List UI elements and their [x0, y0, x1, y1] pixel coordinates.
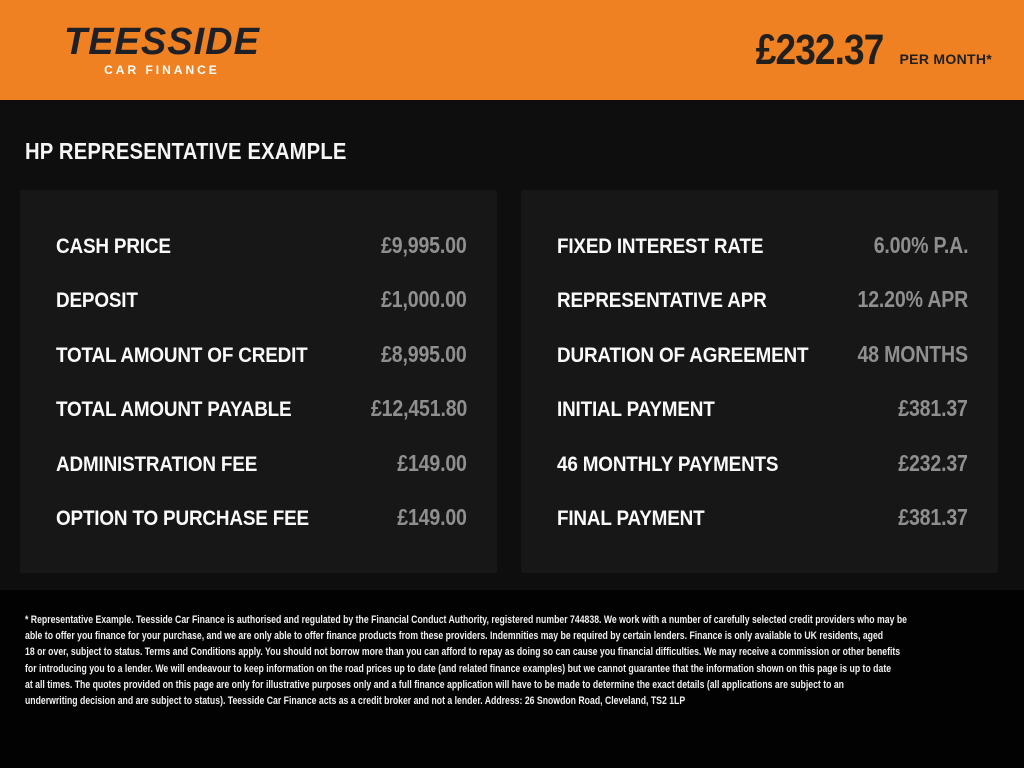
finance-row-label: REPRESENTATIVE APR — [557, 289, 767, 313]
brand-logo[interactable]: TEESSIDE CAR FINANCE — [64, 23, 260, 76]
finance-row-label: FIXED INTEREST RATE — [557, 234, 764, 258]
finance-row-apr: REPRESENTATIVE APR 12.20% APR — [557, 286, 968, 313]
finance-row-initial-payment: INITIAL PAYMENT £381.37 — [557, 395, 968, 422]
finance-row-label: TOTAL AMOUNT PAYABLE — [56, 398, 292, 422]
finance-row-value: £232.37 — [898, 449, 969, 476]
finance-panel-left: CASH PRICE £9,995.00 DEPOSIT £1,000.00 T… — [20, 190, 497, 573]
finance-row-label: ADMINISTRATION FEE — [56, 452, 258, 476]
finance-row-value: £12,451.80 — [370, 395, 467, 422]
finance-row-value: £149.00 — [397, 504, 468, 531]
brand-logo-name: TEESSIDE — [64, 20, 260, 63]
finance-row-deposit: DEPOSIT £1,000.00 — [56, 286, 467, 313]
finance-panels: CASH PRICE £9,995.00 DEPOSIT £1,000.00 T… — [0, 190, 1024, 573]
finance-row-label: 46 MONTHLY PAYMENTS — [557, 452, 779, 476]
finance-row-value: 12.20% APR — [857, 286, 968, 313]
finance-row-cash-price: CASH PRICE £9,995.00 — [56, 232, 467, 259]
finance-row-value: £381.37 — [898, 504, 969, 531]
page-title: HP REPRESENTATIVE EXAMPLE — [25, 138, 347, 164]
header-banner: TEESSIDE CAR FINANCE £232.37 PER MONTH* — [0, 0, 1024, 100]
monthly-price-period: PER MONTH* — [899, 50, 992, 67]
finance-row-value: £1,000.00 — [381, 286, 468, 313]
monthly-price-amount: £232.37 — [755, 25, 885, 74]
finance-row-value: £9,995.00 — [381, 231, 468, 258]
finance-panel-right: FIXED INTEREST RATE 6.00% P.A. REPRESENT… — [521, 190, 998, 573]
finance-row-label: FINAL PAYMENT — [557, 507, 705, 531]
finance-row-total-credit: TOTAL AMOUNT OF CREDIT £8,995.00 — [56, 341, 467, 368]
finance-row-option-fee: OPTION TO PURCHASE FEE £149.00 — [56, 504, 467, 531]
finance-row-label: DEPOSIT — [56, 289, 138, 313]
finance-row-value: 48 MONTHS — [857, 340, 969, 367]
finance-row-label: OPTION TO PURCHASE FEE — [56, 507, 309, 531]
finance-row-value: £149.00 — [397, 449, 468, 476]
finance-row-value: £381.37 — [898, 395, 969, 422]
finance-row-total-payable: TOTAL AMOUNT PAYABLE £12,451.80 — [56, 395, 467, 422]
footer-disclaimer: * Representative Example. Teesside Car F… — [0, 590, 1024, 768]
disclaimer-text: * Representative Example. Teesside Car F… — [25, 614, 907, 708]
finance-row-value: £8,995.00 — [381, 340, 468, 367]
main-content: HP REPRESENTATIVE EXAMPLE CASH PRICE £9,… — [0, 100, 1024, 590]
finance-row-admin-fee: ADMINISTRATION FEE £149.00 — [56, 450, 467, 477]
finance-row-label: CASH PRICE — [56, 234, 171, 258]
finance-row-duration: DURATION OF AGREEMENT 48 MONTHS — [557, 341, 968, 368]
finance-row-label: DURATION OF AGREEMENT — [557, 343, 809, 367]
finance-row-label: TOTAL AMOUNT OF CREDIT — [56, 343, 308, 367]
monthly-price: £232.37 PER MONTH* — [735, 26, 992, 75]
finance-row-label: INITIAL PAYMENT — [557, 398, 715, 422]
finance-row-monthly-payments: 46 MONTHLY PAYMENTS £232.37 — [557, 450, 968, 477]
finance-row-value: 6.00% P.A. — [873, 231, 968, 258]
brand-logo-subtitle: CAR FINANCE — [104, 62, 220, 77]
finance-row-interest-rate: FIXED INTEREST RATE 6.00% P.A. — [557, 232, 968, 259]
finance-row-final-payment: FINAL PAYMENT £381.37 — [557, 504, 968, 531]
